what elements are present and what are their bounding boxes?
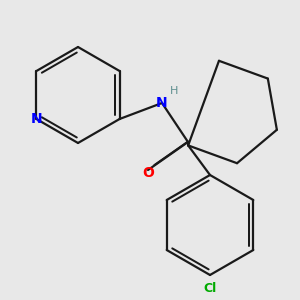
Text: N: N bbox=[156, 96, 168, 110]
Text: Cl: Cl bbox=[203, 283, 217, 296]
Text: O: O bbox=[142, 166, 154, 180]
Text: N: N bbox=[31, 112, 42, 126]
Text: H: H bbox=[170, 86, 178, 96]
